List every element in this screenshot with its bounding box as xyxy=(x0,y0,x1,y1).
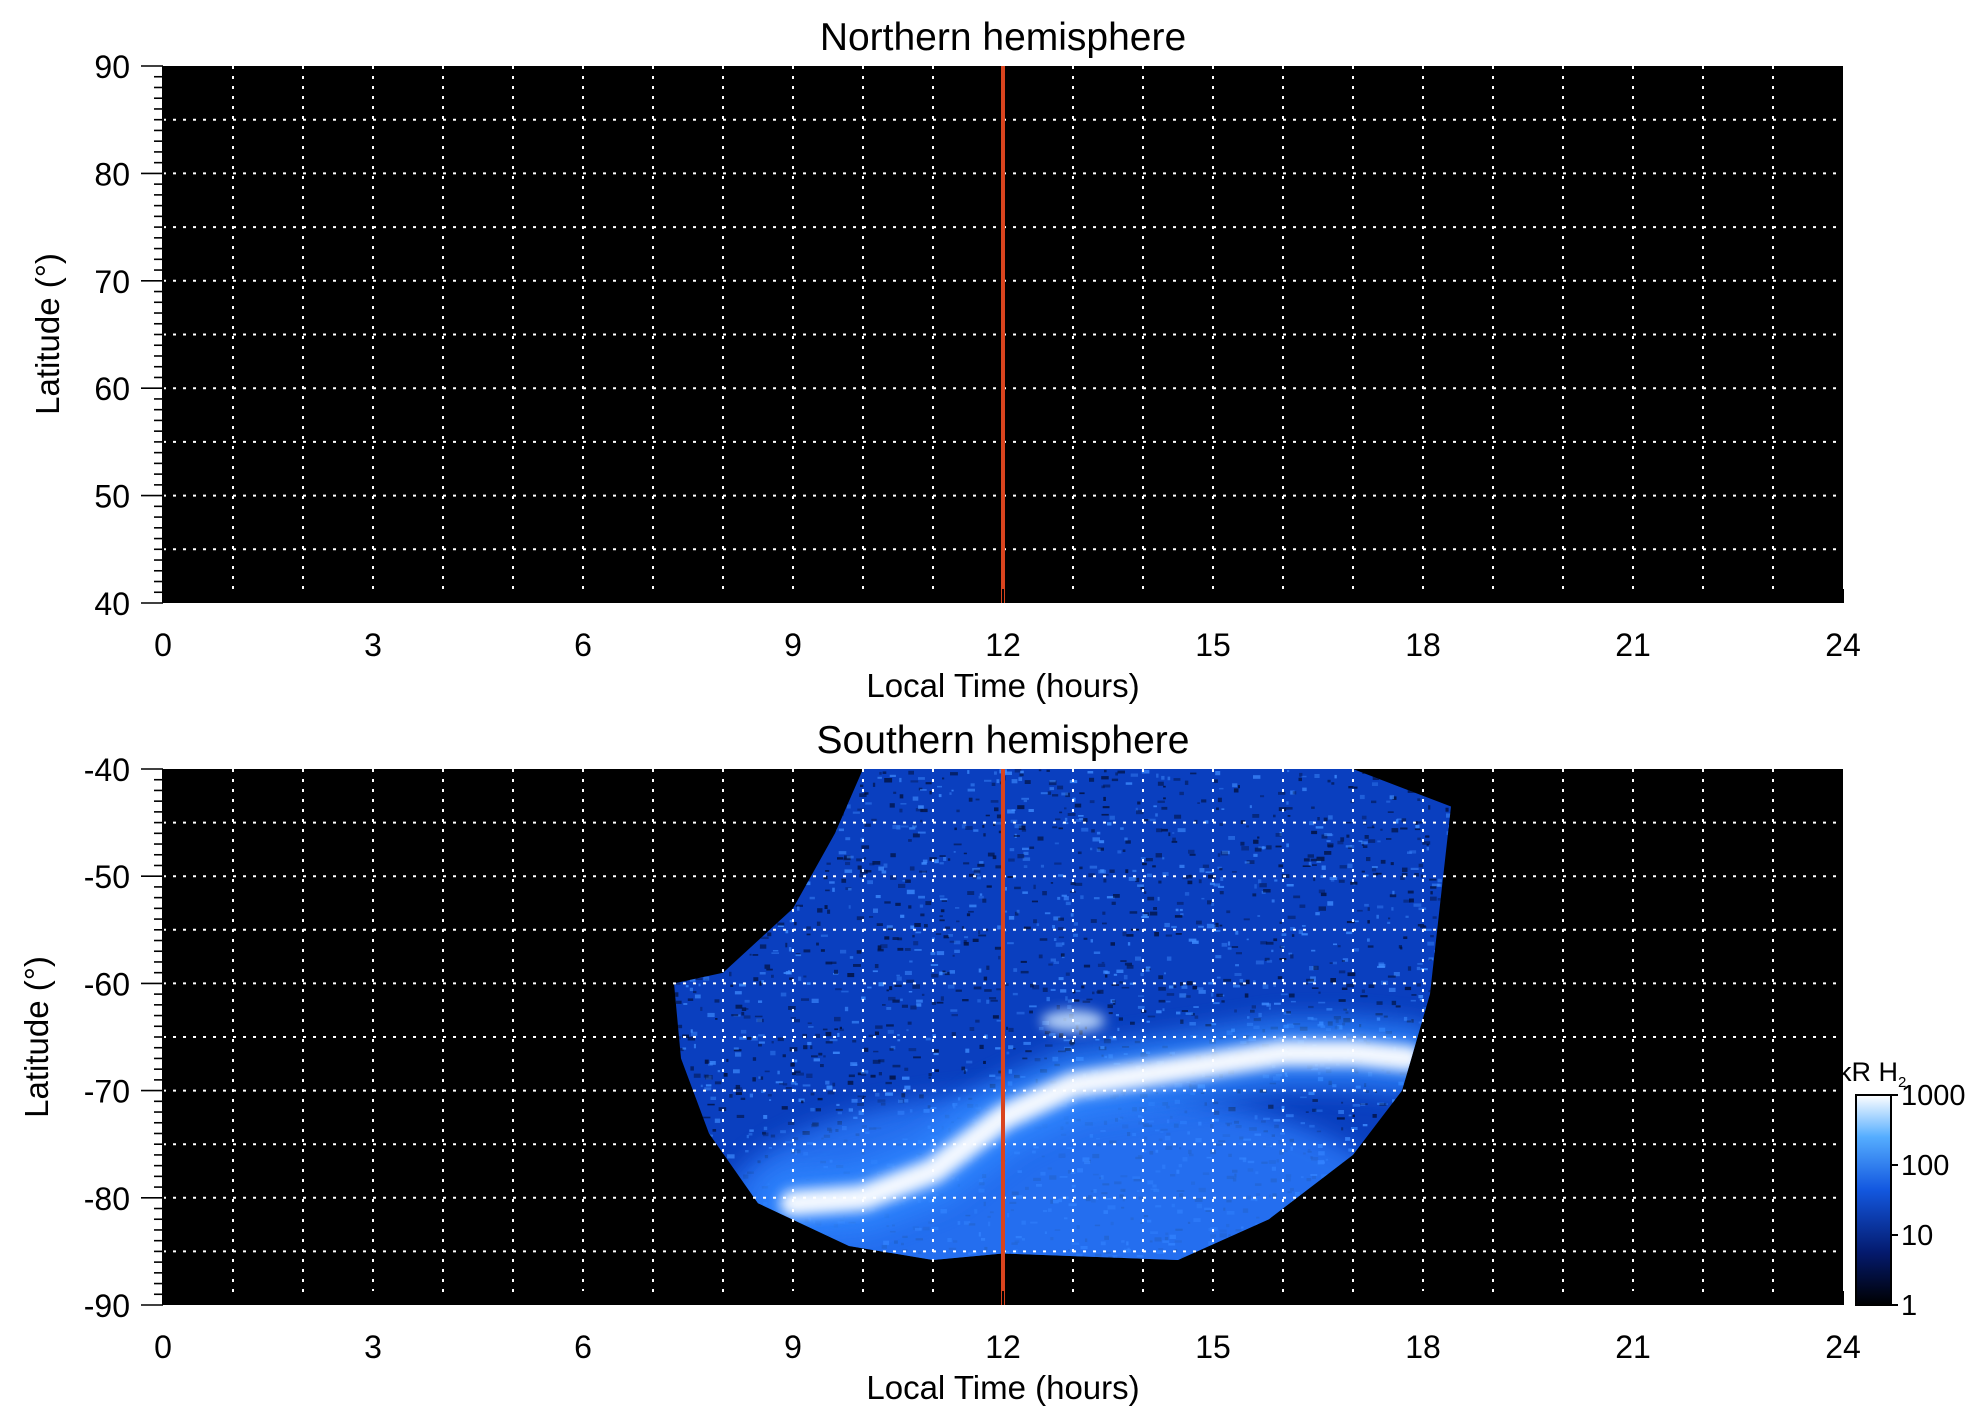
y-tick-label: -80 xyxy=(84,1181,130,1217)
colorbar-gradient xyxy=(1855,1094,1892,1306)
x-tick-label: 24 xyxy=(1825,1329,1861,1365)
x-tick-label: 9 xyxy=(784,1329,802,1365)
colorbar-title: kR H2 xyxy=(1838,1057,1906,1091)
north-title: Northern hemisphere xyxy=(820,16,1186,59)
colorbar-tick-label: 1 xyxy=(1901,1290,1917,1322)
colorbar-title-sub: 2 xyxy=(1898,1074,1906,1091)
y-tick-label: 80 xyxy=(94,156,130,192)
south-x-tick-labels: 0 3 6 9 12 15 18 21 24 xyxy=(154,1329,1861,1365)
x-tick-label: 3 xyxy=(364,1329,382,1365)
x-tick-label: 3 xyxy=(364,627,382,663)
y-tick-label: -60 xyxy=(84,966,130,1002)
x-tick-label: 24 xyxy=(1825,627,1861,663)
x-tick-label: 15 xyxy=(1195,627,1231,663)
north-axes xyxy=(141,65,1844,604)
auroral-oval-core xyxy=(780,1040,1422,1217)
north-x-tick-labels: 0 3 6 9 12 15 18 21 24 xyxy=(154,627,1861,663)
polar-cap-emission xyxy=(723,1090,1395,1260)
y-tick-label: 50 xyxy=(94,479,130,515)
x-tick-label: 9 xyxy=(784,627,802,663)
y-tick-label: -70 xyxy=(84,1074,130,1110)
south-title: Southern hemisphere xyxy=(817,719,1190,762)
panel-north: Northern hemisphere 0 3 6 9 12 15 18 21 24 40 50 6… xyxy=(29,16,1861,704)
x-tick-label: 21 xyxy=(1615,627,1651,663)
north-y-tick-labels: 40 50 60 70 80 90 xyxy=(94,49,130,622)
south-y-tick-labels: -40 -50 -60 -70 -80 -90 xyxy=(84,752,130,1324)
x-tick-label: 0 xyxy=(154,1329,172,1365)
colorbar-tick-label: 1000 xyxy=(1901,1080,1966,1112)
y-tick-label: -90 xyxy=(84,1288,130,1324)
y-tick-label: -50 xyxy=(84,859,130,895)
y-tick-label: 90 xyxy=(94,49,130,85)
y-tick-label: 70 xyxy=(94,264,130,300)
colorbar-title-main: kR H xyxy=(1838,1057,1898,1087)
colorbar-ticks: 1 10 100 1000 xyxy=(1891,1080,1966,1322)
x-tick-label: 18 xyxy=(1405,627,1441,663)
x-tick-label: 15 xyxy=(1195,1329,1231,1365)
y-tick-label: -40 xyxy=(84,752,130,788)
x-tick-label: 12 xyxy=(985,1329,1021,1365)
panel-south: Southern hemisphere 0 3 6 9 12 15 18 21 24 -40 -5… xyxy=(18,719,1861,1406)
x-tick-label: 21 xyxy=(1615,1329,1651,1365)
south-y-axis-label: Latitude (°) xyxy=(18,956,55,1118)
x-tick-label: 6 xyxy=(574,1329,592,1365)
y-tick-label: 40 xyxy=(94,586,130,622)
south-x-axis-label: Local Time (hours) xyxy=(866,1369,1139,1406)
south-axes xyxy=(141,768,1844,1306)
north-y-axis-label: Latitude (°) xyxy=(29,253,66,415)
north-x-axis-label: Local Time (hours) xyxy=(866,667,1139,704)
colorbar: kR H2 1 10 100 1000 xyxy=(1838,1057,1966,1322)
colorbar-tick-label: 10 xyxy=(1901,1220,1933,1252)
x-tick-label: 0 xyxy=(154,627,172,663)
y-tick-label: 60 xyxy=(94,371,130,407)
x-tick-label: 12 xyxy=(985,627,1021,663)
colorbar-tick-label: 100 xyxy=(1901,1150,1949,1182)
x-tick-label: 18 xyxy=(1405,1329,1441,1365)
x-tick-label: 6 xyxy=(574,627,592,663)
